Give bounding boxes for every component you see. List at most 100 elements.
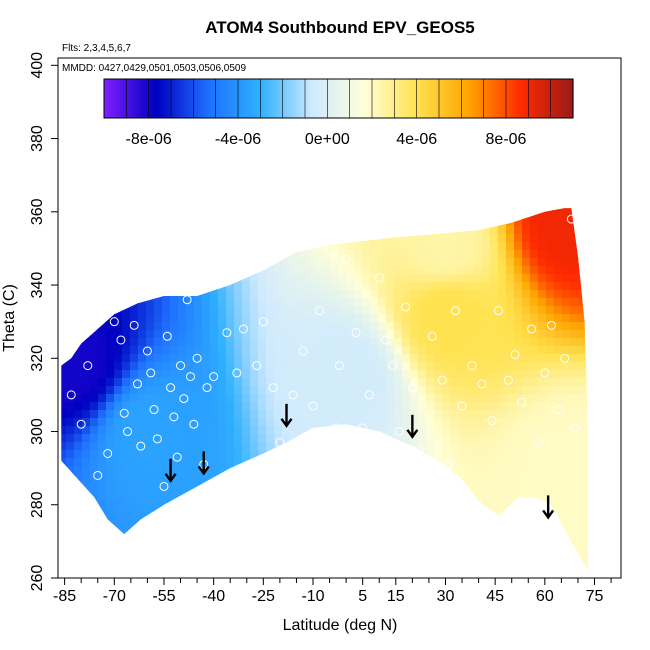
field-cell xyxy=(442,346,451,355)
field-cell xyxy=(130,554,139,563)
field-cell xyxy=(594,538,603,547)
field-cell xyxy=(338,338,347,347)
field-cell xyxy=(346,330,355,339)
field-cell xyxy=(298,562,307,571)
field-cell xyxy=(202,178,211,187)
field-cell xyxy=(90,426,99,435)
field-cell xyxy=(562,442,571,451)
field-cell xyxy=(322,450,331,459)
field-cell xyxy=(98,410,107,419)
field-cell xyxy=(226,338,235,347)
field-cell xyxy=(170,330,179,339)
field-cell xyxy=(402,170,411,179)
field-cell xyxy=(370,498,379,507)
field-cell xyxy=(242,458,251,467)
field-cell xyxy=(562,186,571,195)
field-cell xyxy=(282,66,291,75)
field-cell xyxy=(578,130,587,139)
field-cell xyxy=(330,266,339,275)
field-cell xyxy=(162,482,171,491)
colorbar-cell xyxy=(153,79,157,118)
field-cell xyxy=(154,122,163,131)
field-cell xyxy=(210,282,219,291)
field-cell xyxy=(610,146,619,155)
field-cell xyxy=(58,178,67,187)
field-cell xyxy=(106,370,115,379)
sample-point xyxy=(152,434,162,444)
field-cell xyxy=(434,242,443,251)
field-cell xyxy=(402,162,411,171)
field-cell xyxy=(514,218,523,227)
field-cell xyxy=(90,330,99,339)
field-cell xyxy=(82,218,91,227)
field-cell xyxy=(90,234,99,243)
colorbar-cell xyxy=(460,79,464,118)
field-cell xyxy=(418,474,427,483)
field-cell xyxy=(506,570,515,571)
field-cell xyxy=(202,450,211,459)
field-cell xyxy=(210,426,219,435)
field-cell xyxy=(554,482,563,491)
field-cell xyxy=(234,298,243,307)
field-cell xyxy=(530,482,539,491)
field-cell xyxy=(61,338,67,347)
field-cell xyxy=(210,266,219,275)
field-cell xyxy=(402,538,411,547)
field-cell xyxy=(610,106,619,115)
sample-point xyxy=(159,481,169,491)
field-cell xyxy=(66,570,75,571)
field-cell xyxy=(210,450,219,459)
field-cell xyxy=(506,208,515,211)
field-cell xyxy=(498,498,507,507)
field-cell xyxy=(106,378,115,387)
colorbar-cell xyxy=(493,79,497,118)
field-cell xyxy=(154,378,163,387)
field-cell xyxy=(106,346,115,355)
field-cell xyxy=(426,170,435,179)
field-cell xyxy=(498,274,507,283)
field-cell xyxy=(618,290,627,299)
field-cell xyxy=(522,546,531,555)
field-cell xyxy=(514,538,523,547)
field-cell xyxy=(186,226,195,235)
field-cell xyxy=(538,170,547,179)
field-cell xyxy=(586,514,588,523)
field-cell xyxy=(530,426,539,435)
colorbar-cell xyxy=(162,79,166,118)
field-cell xyxy=(258,506,267,515)
field-cell xyxy=(546,442,555,451)
field-cell xyxy=(218,122,227,131)
field-cell xyxy=(138,546,147,555)
field-cell xyxy=(370,466,379,475)
field-cell xyxy=(442,450,451,459)
field-cell xyxy=(242,258,251,267)
colorbar-cell xyxy=(326,79,330,118)
field-cell xyxy=(402,186,411,195)
field-cell xyxy=(194,522,203,531)
field-cell xyxy=(602,114,611,123)
field-cell xyxy=(218,370,227,379)
field-cell xyxy=(466,162,475,171)
field-cell xyxy=(98,370,107,379)
field-cell xyxy=(378,362,387,371)
field-cell xyxy=(61,250,67,259)
field-cell xyxy=(474,482,483,491)
field-cell xyxy=(186,306,195,315)
field-cell xyxy=(578,138,587,147)
field-cell xyxy=(498,242,507,251)
colorbar-cell xyxy=(181,79,185,118)
field-cell xyxy=(194,346,203,355)
field-cell xyxy=(98,466,107,475)
sample-point xyxy=(540,368,550,378)
field-cell xyxy=(66,122,75,131)
field-cell xyxy=(202,482,211,491)
field-cell xyxy=(178,410,187,419)
field-cell xyxy=(370,506,379,515)
field-cell xyxy=(218,426,227,435)
field-cell xyxy=(162,442,171,451)
field-cell xyxy=(426,426,435,435)
field-cell xyxy=(258,242,267,251)
field-cell xyxy=(274,194,283,203)
field-cell xyxy=(298,474,307,483)
